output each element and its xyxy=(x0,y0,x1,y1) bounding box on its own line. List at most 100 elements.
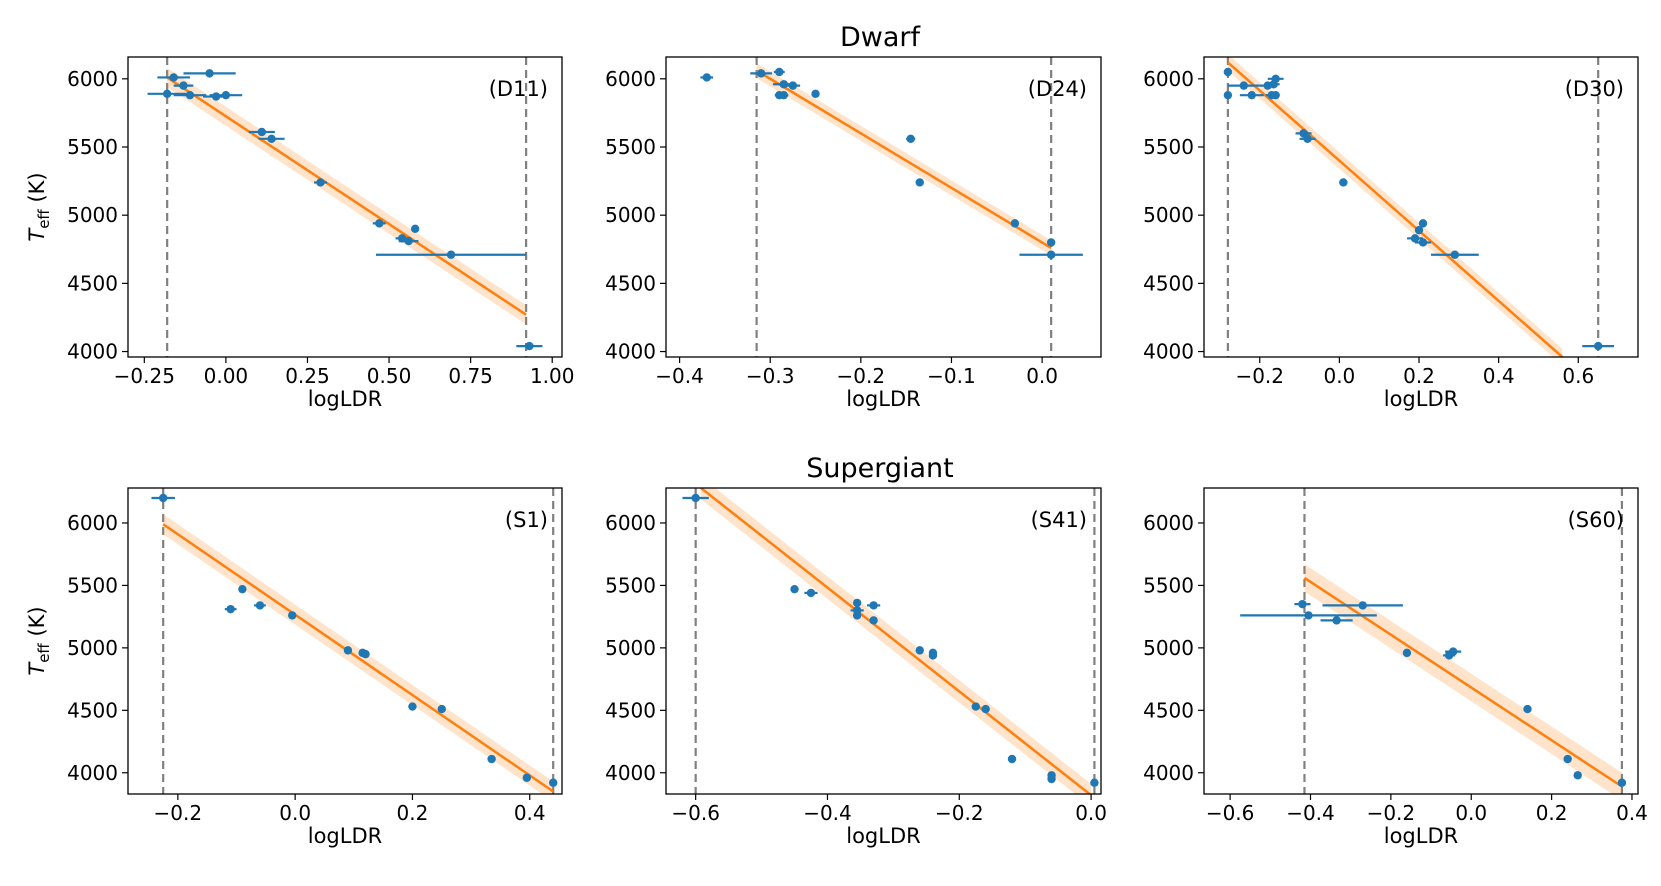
data-point xyxy=(1090,778,1099,787)
data-point xyxy=(1046,238,1056,247)
fit-line xyxy=(166,76,527,316)
data-point xyxy=(1046,250,1056,259)
data-point xyxy=(1444,651,1454,660)
data-point xyxy=(267,134,276,144)
x-tick-label: 0.4 xyxy=(1616,801,1648,825)
fit-line xyxy=(1227,61,1564,357)
y-tick-label: 5500 xyxy=(605,573,656,597)
y-tick-label: 5500 xyxy=(67,135,118,159)
x-tick-label: −0.25 xyxy=(114,364,175,388)
x-tick-label: 0.0 xyxy=(1026,364,1058,388)
data-point xyxy=(1298,599,1307,609)
panel-label: (S41) xyxy=(1031,508,1087,532)
panel-label: (S1) xyxy=(505,508,548,532)
data-point xyxy=(788,81,798,90)
y-tick-label: 5000 xyxy=(67,203,118,227)
data-point xyxy=(1450,250,1460,259)
data-point xyxy=(811,89,820,99)
y-tick-label: 4000 xyxy=(605,761,656,785)
data-point xyxy=(257,127,266,137)
data-point xyxy=(852,611,862,620)
y-tick-label: 6000 xyxy=(605,67,656,91)
data-point xyxy=(549,778,558,787)
data-point xyxy=(1617,778,1627,787)
data-point xyxy=(1223,67,1233,77)
panel-label: (D30) xyxy=(1565,77,1624,101)
x-tick-label: 0.75 xyxy=(448,364,493,388)
data-point xyxy=(1332,616,1341,625)
x-tick-label: −0.6 xyxy=(671,801,720,825)
x-axis-label: logLDR xyxy=(846,387,920,411)
group-title-supergiant: Supergiant xyxy=(806,453,954,484)
x-tick-label: 0.50 xyxy=(367,364,412,388)
data-point xyxy=(487,754,496,764)
x-tick-label: −0.4 xyxy=(803,801,852,825)
y-tick-label: 5000 xyxy=(605,636,656,660)
data-point xyxy=(1402,648,1412,658)
x-tick-label: 0.4 xyxy=(514,801,546,825)
data-point xyxy=(915,646,924,655)
x-tick-label: 0.2 xyxy=(1403,364,1435,388)
data-point xyxy=(1047,774,1056,784)
data-point xyxy=(185,90,195,100)
data-point xyxy=(1007,754,1017,764)
x-tick-label: −0.2 xyxy=(154,801,203,825)
data-point xyxy=(691,493,700,503)
data-point xyxy=(1414,225,1424,235)
y-tick-label: 6000 xyxy=(605,511,656,535)
plot-area xyxy=(147,57,543,357)
data-point xyxy=(525,341,534,351)
panel-label: (D24) xyxy=(1028,77,1087,101)
y-tick-label: 4000 xyxy=(67,340,118,364)
data-point xyxy=(437,704,446,714)
data-point xyxy=(806,588,816,598)
data-point xyxy=(1358,601,1367,610)
x-tick-label: 1.00 xyxy=(530,364,575,388)
data-point xyxy=(169,73,178,82)
y-tick-label: 4000 xyxy=(1143,761,1194,785)
x-axis-label: logLDR xyxy=(308,387,382,411)
data-point xyxy=(869,601,878,610)
data-point xyxy=(906,134,915,144)
chart-panel-1: −0.25 0.00 0.25 0.50 0.75 1.00 4000 4500 5000 550… xyxy=(25,56,575,411)
data-point xyxy=(756,69,766,78)
x-tick-label: 0.0 xyxy=(1323,364,1355,388)
data-point xyxy=(226,604,235,614)
x-axis-label: logLDR xyxy=(308,824,382,848)
x-tick-label: −0.6 xyxy=(1206,801,1255,825)
data-point xyxy=(288,611,297,620)
x-tick-label: 0.0 xyxy=(1455,801,1487,825)
chart-panel-4: −0.2 0.0 0.2 0.4 4000 4500 5000 5500 6000 logLDR T… xyxy=(25,487,563,848)
x-tick-label: −0.2 xyxy=(935,801,984,825)
data-point xyxy=(779,90,789,100)
data-point xyxy=(852,598,862,608)
chart-panel-6: −0.6 −0.4 −0.2 0.0 0.2 0.4 4000 4500 5000 5500 600… xyxy=(1143,487,1648,848)
y-tick-label: 6000 xyxy=(1143,67,1194,91)
data-point xyxy=(1339,178,1348,187)
data-point xyxy=(408,702,417,711)
data-point xyxy=(211,92,221,101)
axes-frame xyxy=(127,56,563,358)
data-point xyxy=(410,224,420,234)
data-point xyxy=(1304,611,1313,620)
y-tick-label: 5000 xyxy=(67,636,118,660)
plot-area xyxy=(1223,57,1615,357)
data-point xyxy=(446,250,456,259)
y-tick-label: 4500 xyxy=(605,698,656,722)
y-tick-label: 5500 xyxy=(67,573,118,597)
chart-panel-3: −0.2 0.0 0.2 0.4 0.6 4000 4500 5000 5500 6000 logL… xyxy=(1143,56,1639,411)
data-point xyxy=(1269,80,1278,89)
data-point xyxy=(221,90,231,100)
y-tick-label: 5500 xyxy=(1143,135,1194,159)
data-point xyxy=(1573,771,1582,780)
data-point xyxy=(928,651,938,660)
fit-line xyxy=(162,523,554,793)
data-point xyxy=(1410,234,1420,243)
plot-area xyxy=(700,57,1083,357)
x-axis-label: logLDR xyxy=(846,824,920,848)
x-tick-label: −0.4 xyxy=(655,364,704,388)
data-point xyxy=(158,493,168,503)
x-tick-label: 0.00 xyxy=(204,364,249,388)
x-tick-label: −0.2 xyxy=(837,364,886,388)
